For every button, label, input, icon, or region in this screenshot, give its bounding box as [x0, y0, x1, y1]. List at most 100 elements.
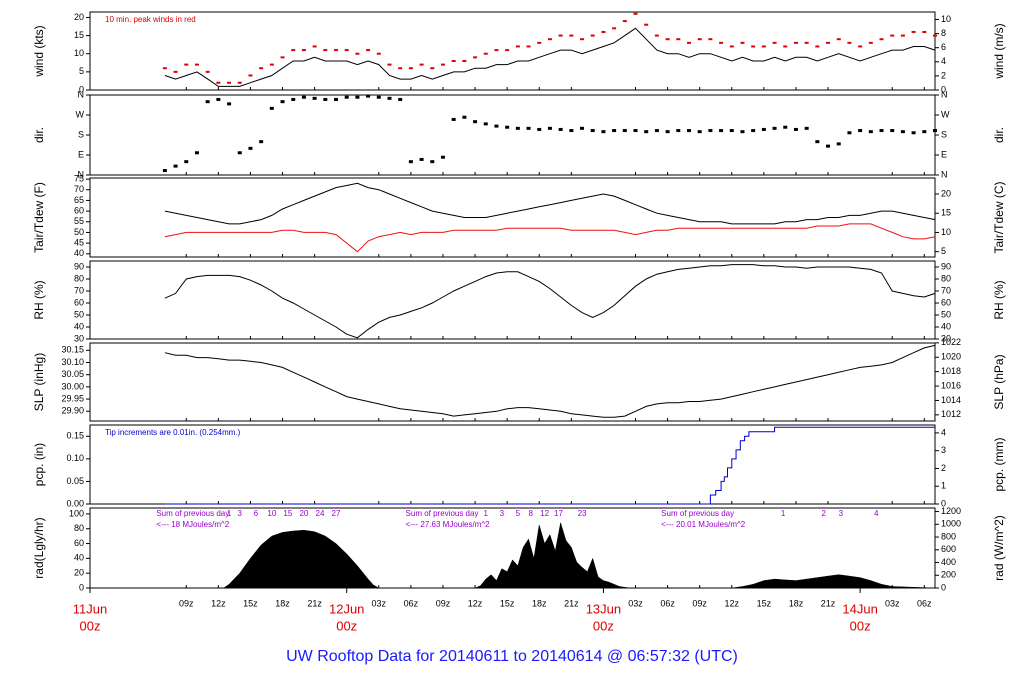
y2-tick-label: S [941, 129, 947, 139]
y-tick-label: 50 [74, 227, 84, 237]
wind-dir-point [387, 96, 392, 100]
panel-pcp: 0.00 0.05 0.10 0.15 0 1 2 3 4 pcp. (in) pcp. (mm) T… [32, 424, 1006, 508]
y-tick-label: 65 [74, 195, 84, 205]
peak-wind-mark [879, 38, 884, 41]
x-tick-label: 21z [307, 598, 322, 608]
peak-wind-mark [793, 41, 798, 44]
wind-dir-point [836, 142, 841, 146]
wind-dir-point [184, 160, 189, 164]
y-axis-title: rad(Lgly/hr) [32, 517, 46, 578]
peak-wind-mark [237, 81, 242, 84]
rad-hour-mark: 2 [822, 509, 827, 518]
peak-wind-mark [173, 70, 178, 73]
x-tick-label: 18z [532, 598, 547, 608]
y2-tick-label: 70 [941, 285, 951, 295]
y-tick-label: 30.10 [61, 357, 84, 367]
peak-wind-mark [483, 52, 488, 55]
panel-frame [89, 94, 936, 176]
wind-dir-point [205, 100, 210, 104]
wind-dir-point [580, 126, 585, 130]
wind-dir-point [494, 124, 499, 128]
x-tick-label: 12z [468, 598, 483, 608]
rad-hour-mark: 8 [528, 509, 533, 518]
peak-wind-mark [836, 38, 841, 41]
y-axis-title: dir. [32, 127, 46, 143]
date-label: 11Jun [73, 601, 107, 616]
rad-hour-mark: 6 [254, 509, 259, 518]
peak-wind-mark [184, 63, 189, 66]
wind-dir-point [676, 129, 681, 133]
wind-dir-point [323, 97, 328, 101]
y2-axis-title: dir. [992, 127, 1006, 143]
y-tick-label: 30.15 [61, 345, 84, 355]
peak-wind-mark [761, 45, 766, 48]
y-tick-label: 50 [74, 309, 84, 319]
peak-wind-mark [804, 41, 809, 44]
y2-tick-label: 200 [941, 570, 956, 580]
series-rad-area [164, 522, 936, 589]
rad-hour-mark: 20 [299, 509, 308, 518]
peak-wind-mark [419, 63, 424, 66]
y-tick-label: E [78, 149, 84, 159]
y-axis-title: wind (kts) [32, 25, 46, 77]
y2-tick-label: 10 [941, 14, 951, 24]
rad-hour-mark: 3 [238, 509, 243, 518]
y-tick-label: 60 [74, 297, 84, 307]
date-hour-label: 00z [850, 618, 871, 633]
wind-dir-point [826, 144, 831, 148]
wind-dir-point [933, 129, 937, 133]
series-tair-line [164, 182, 936, 225]
rad-hour-mark: 17 [554, 509, 563, 518]
y2-tick-label: 5 [941, 246, 946, 256]
peak-wind-mark [740, 41, 745, 44]
y2-axis-title: SLP (hPa) [992, 354, 1006, 409]
peak-wind-mark [376, 52, 381, 55]
peak-wind-mark [205, 70, 210, 73]
peak-wind-mark [933, 34, 937, 37]
wind-dir-point [633, 129, 638, 133]
panel-wind: 0 5 10 15 20 0 2 4 6 8 10 wind (kts) wind (m/s) 10 mi… [32, 11, 1006, 94]
wind-dir-point [376, 95, 381, 99]
y2-tick-label: 80 [941, 273, 951, 283]
x-tick-label: 15z [500, 598, 515, 608]
date-hour-label: 00z [593, 618, 614, 633]
panel-frame [89, 342, 936, 422]
wind-dir-point [697, 130, 702, 134]
wind-dir-point [173, 164, 178, 168]
peak-wind-mark [751, 45, 756, 48]
x-tick-label: 06z [404, 598, 419, 608]
panel-rh: 30 40 50 60 70 80 90 30 40 50 60 70 80 90 RH (%) RH (%) [32, 260, 1006, 343]
rad-hour-mark: 27 [332, 509, 341, 518]
x-tick-label: 21z [821, 598, 836, 608]
y2-tick-label: 30 [941, 333, 951, 343]
x-tick-label: 12z [725, 598, 740, 608]
x-tick-label: 06z [917, 598, 932, 608]
rad-hour-mark: 12 [540, 509, 549, 518]
wind-dir-point [569, 129, 574, 133]
rad-hour-mark: 1 [781, 509, 786, 518]
x-tick-label: 03z [885, 598, 900, 608]
wind-dir-point [259, 140, 264, 144]
y-tick-label: 30.05 [61, 369, 84, 379]
y2-tick-label: 2 [941, 463, 946, 473]
peak-wind-mark [547, 38, 552, 41]
rad-hour-mark: 15 [283, 509, 292, 518]
peak-wind-mark [323, 49, 328, 52]
panel-frame [89, 11, 936, 91]
x-tick-label: 18z [275, 598, 290, 608]
peak-wind-mark [783, 45, 788, 48]
y-tick-label: 80 [74, 523, 84, 533]
date-hour-label: 00z [80, 618, 101, 633]
x-tick-label: 03z [628, 598, 643, 608]
peak-wind-mark [601, 30, 606, 33]
peak-wind-mark [355, 52, 360, 55]
wind-dir-point [408, 160, 413, 164]
peak-wind-mark [366, 49, 371, 52]
peak-wind-mark [558, 34, 563, 37]
peak-wind-mark [612, 27, 617, 30]
peak-wind-mark [858, 45, 863, 48]
wind-dir-point [665, 130, 670, 134]
y-tick-label: 20 [74, 12, 84, 22]
